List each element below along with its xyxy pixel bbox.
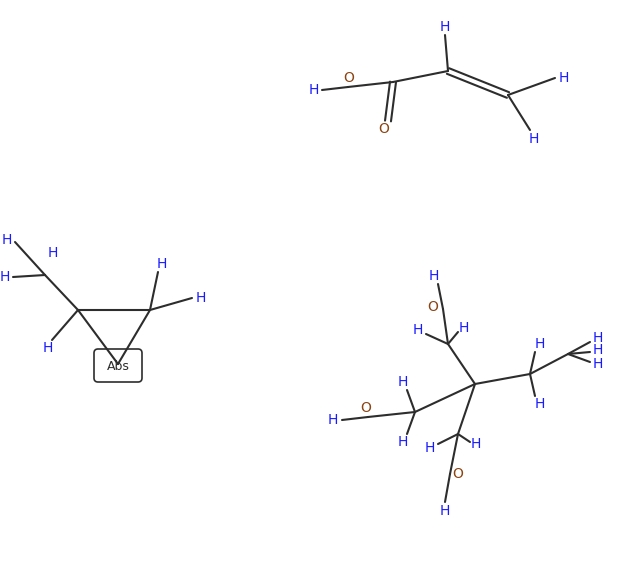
FancyBboxPatch shape xyxy=(94,349,142,382)
Text: H: H xyxy=(535,337,545,351)
Text: H: H xyxy=(309,83,319,97)
Text: Abs: Abs xyxy=(106,359,130,373)
Text: O: O xyxy=(428,300,438,314)
Text: H: H xyxy=(398,375,408,389)
Text: H: H xyxy=(43,341,53,355)
Text: H: H xyxy=(157,257,167,271)
Text: H: H xyxy=(48,246,58,260)
Text: H: H xyxy=(398,435,408,449)
Text: O: O xyxy=(452,467,464,481)
Text: H: H xyxy=(425,441,435,455)
Text: O: O xyxy=(360,401,372,415)
Text: O: O xyxy=(343,71,354,85)
Text: H: H xyxy=(440,20,450,34)
Text: O: O xyxy=(379,122,389,136)
Text: H: H xyxy=(593,331,603,345)
Text: H: H xyxy=(440,504,450,518)
Text: H: H xyxy=(529,132,539,146)
Text: H: H xyxy=(2,233,12,247)
Text: H: H xyxy=(413,323,423,337)
Text: H: H xyxy=(459,321,469,335)
Text: H: H xyxy=(535,397,545,411)
Text: H: H xyxy=(559,71,569,85)
Text: H: H xyxy=(593,343,603,357)
Text: H: H xyxy=(471,437,481,451)
Text: H: H xyxy=(196,291,206,305)
Text: H: H xyxy=(0,270,10,284)
Text: H: H xyxy=(429,269,439,283)
Text: H: H xyxy=(328,413,338,427)
Text: H: H xyxy=(593,357,603,371)
